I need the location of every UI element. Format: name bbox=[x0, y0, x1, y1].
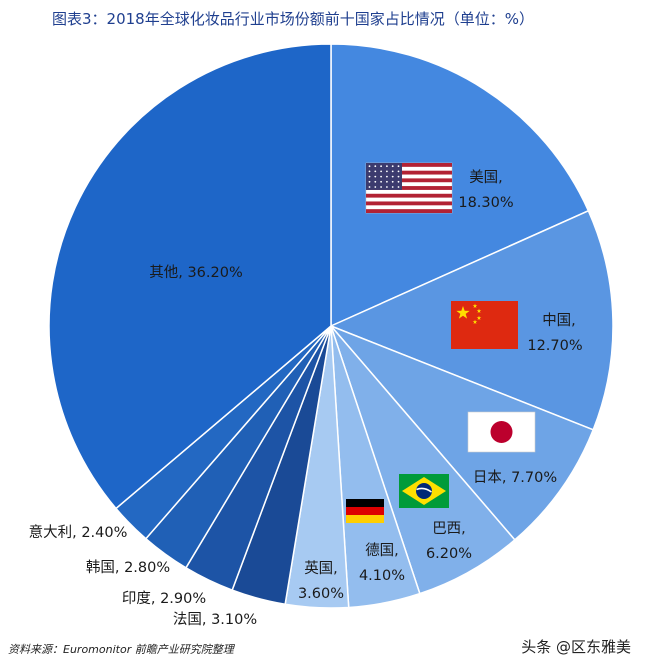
br-flag-icon bbox=[399, 474, 449, 508]
slice-value-0: 18.30% bbox=[458, 195, 513, 211]
source-note: 资料来源：Euromonitor 前瞻产业研究院整理 bbox=[8, 643, 234, 656]
de-flag-icon bbox=[346, 499, 384, 523]
slice-value-1: 12.70% bbox=[527, 338, 582, 354]
slice-label-6: 法国, 3.10% bbox=[173, 611, 257, 628]
pie-slice-2 bbox=[330, 325, 595, 541]
slice-label-10: 其他, 36.20% bbox=[149, 264, 243, 281]
slice-name-0: 美国, bbox=[469, 169, 503, 186]
pie-slice-10 bbox=[48, 43, 332, 510]
slice-value-4: 4.10% bbox=[359, 568, 405, 584]
slice-name-1: 中国, bbox=[542, 312, 576, 329]
slice-label-7: 印度, 2.90% bbox=[122, 590, 206, 607]
slice-value-5: 3.60% bbox=[298, 586, 344, 602]
slice-label-2: 日本, 7.70% bbox=[473, 469, 557, 486]
us-flag-icon bbox=[365, 162, 453, 214]
slice-label-9: 意大利, 2.40% bbox=[29, 523, 128, 541]
slice-name-3: 巴西, bbox=[432, 521, 466, 537]
cn-flag-icon bbox=[451, 301, 518, 349]
slice-value-3: 6.20% bbox=[426, 546, 472, 562]
chart-title: 图表3：2018年全球化妆品行业市场份额前十国家占比情况（单位：%） bbox=[52, 10, 534, 28]
slice-label-8: 韩国, 2.80% bbox=[86, 559, 170, 576]
pie-slice-0 bbox=[330, 43, 590, 328]
jp-flag-icon bbox=[467, 411, 536, 453]
slice-name-4: 德国, bbox=[365, 542, 399, 559]
watermark-text: 头条 @区东雅美 bbox=[521, 638, 631, 656]
slice-name-5: 英国, bbox=[304, 559, 338, 577]
